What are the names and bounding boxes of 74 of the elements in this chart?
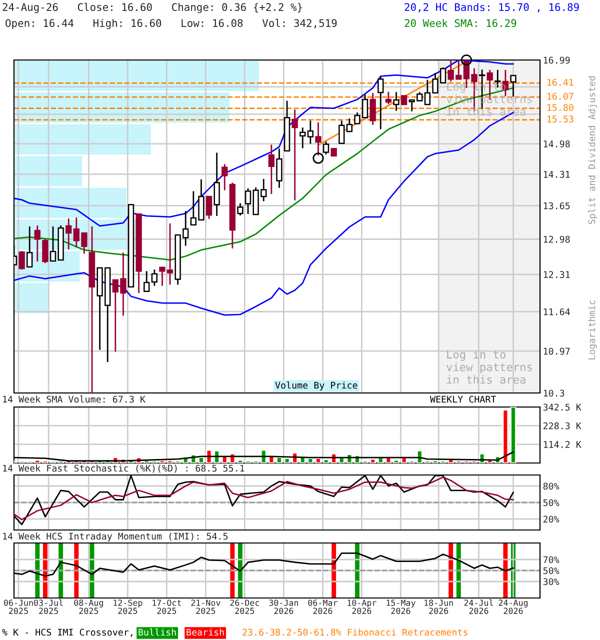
candlestick <box>307 120 314 144</box>
candlestick <box>338 120 345 144</box>
candlestick <box>268 144 275 195</box>
x-tick-label: 06-Mar 2026 <box>308 600 338 614</box>
text: Bullish <box>138 628 176 636</box>
x-tick-label: 24-Aug 2026 <box>498 600 528 614</box>
candlestick <box>370 92 376 126</box>
chart-subtitle: Open: 16.44 High: 16.60 Low: 16.08 Vol: 342,519 <box>6 18 337 30</box>
candlestick <box>378 76 384 130</box>
x-tick-label: 06-Jun 2025 <box>4 600 33 614</box>
y-tick-label: 70% <box>543 556 560 564</box>
y-tick-label: 10.97 <box>544 348 570 355</box>
y-tick-label: 114.2 K <box>544 441 582 448</box>
y-tick-label: 50% <box>543 567 560 574</box>
y-tick-label: 10.3 <box>544 390 564 397</box>
candlestick <box>206 196 212 220</box>
chart-title: 24-Aug-26 Close: 16.60 Change: 0.36 {+2.2 %} <box>2 2 302 14</box>
candlestick <box>34 224 40 262</box>
text: Logarithmic <box>588 300 597 360</box>
x-tick-label: 21-Nov 2025 <box>191 600 220 614</box>
ref-line-label: 15.80 <box>547 104 574 111</box>
x-tick-label: 15-May 2026 <box>386 600 416 614</box>
text: Bearish <box>186 628 224 636</box>
ref-line-label: 16.41 <box>547 78 574 86</box>
x-tick-label: 24-Jul 2026 <box>464 599 493 614</box>
annotation: Volume By Price <box>275 382 358 390</box>
y-tick-label: 14.31 <box>544 170 570 178</box>
candlestick <box>300 126 306 149</box>
y-tick-label: 16.99 <box>544 56 570 64</box>
chart-title: 14 Week Fast Stochastic (%K)(%D) : 68.5 55.1 <box>3 464 244 473</box>
y-tick-label: 30% <box>543 578 560 586</box>
y-tick-label: 13.65 <box>544 202 570 210</box>
x-tick-label: 10-Apr 2026 <box>348 600 376 614</box>
candlestick <box>66 218 72 250</box>
y-tick-label: 50% <box>543 499 560 506</box>
y-tick-label: 11.64 <box>544 308 570 316</box>
y-tick-label: 12.98 <box>544 236 570 243</box>
candlestick <box>385 90 392 105</box>
text: % K - HCS IMI Crossover, <box>2 628 132 637</box>
candlestick <box>144 270 150 292</box>
candlestick <box>222 163 228 191</box>
y-tick-label: 14.98 <box>544 140 570 148</box>
chart-title: 14 Week SMA Volume: 67.3 K <box>3 396 146 403</box>
candlestick <box>393 91 400 112</box>
y-tick-label: 12.31 <box>544 271 570 278</box>
chart-title: 14 Week HCS Intraday Momentum (IMI): 54.5 <box>3 532 228 542</box>
y-tick-label: 80% <box>543 482 560 490</box>
x-tick-label: 08-Aug 2025 <box>74 600 103 614</box>
candlestick <box>151 268 158 287</box>
y-tick-label: 20% <box>543 516 560 523</box>
x-tick-label: 30-Jan 2026 <box>269 600 298 614</box>
y-tick-label: 342.5 K <box>543 404 582 411</box>
candlestick <box>18 250 25 270</box>
y-tick-label: 228.3 K <box>543 422 582 430</box>
x-tick-label: 18-Jun 2026 <box>424 600 453 614</box>
text: WEEKLY CHART <box>430 396 496 403</box>
candlestick <box>315 122 322 156</box>
annotation: Log in to view patterns in this area <box>446 350 532 384</box>
text: 23.6-38.2-50-61.8% Fibonacci Retracements <box>242 628 468 636</box>
candlestick <box>292 108 298 201</box>
x-tick-label: 17-Oct 2025 <box>152 600 181 614</box>
ref-line-label: 15.53 <box>547 116 574 122</box>
x-tick-label: 03-Jul 2025 <box>34 599 63 614</box>
candlestick <box>42 238 48 264</box>
candlestick <box>237 202 244 216</box>
x-tick-label: 26-Dec 2025 <box>230 600 260 614</box>
candlestick <box>322 140 330 156</box>
x-tick-label: 12-Sep 2025 <box>114 600 142 614</box>
y-axis-title: Split and Dividend Adjusted <box>588 76 597 224</box>
candlestick <box>276 148 282 189</box>
ref-line-label: 16.07 <box>547 92 574 100</box>
candlestick <box>214 152 220 217</box>
text: 20 Week SMA: 16.29 <box>404 18 516 28</box>
text: 20,2 HC Bands: 15.70 , 16.89 <box>404 2 579 12</box>
